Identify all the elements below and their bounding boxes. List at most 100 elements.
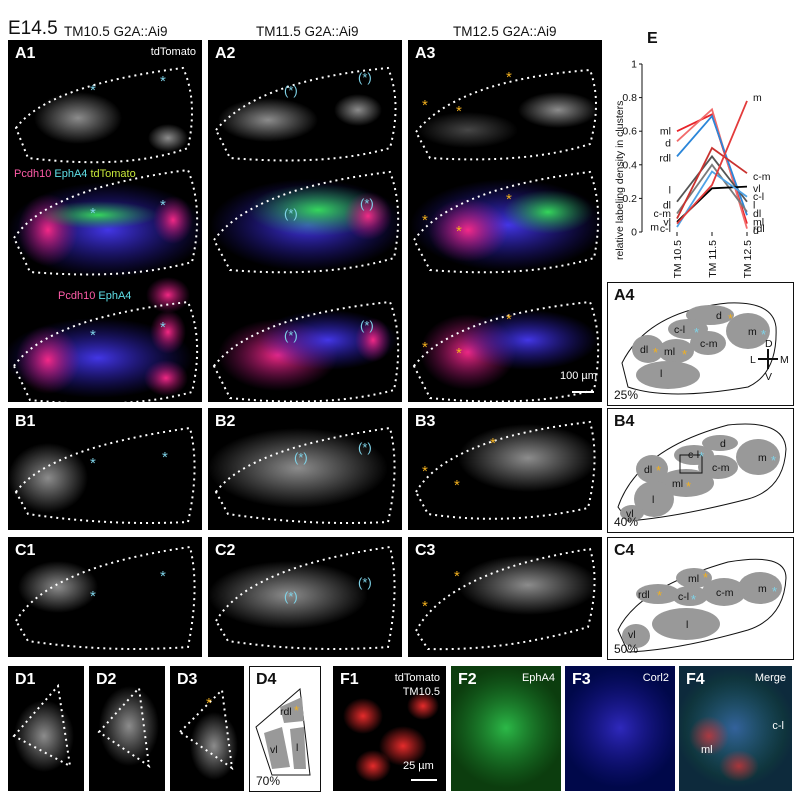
right-label-d: d: [753, 225, 759, 237]
svg-text:*: *: [206, 695, 212, 712]
svg-text:*: *: [90, 327, 96, 344]
panel-label-b4: B4: [614, 413, 635, 430]
left-label-vl: vl: [663, 216, 671, 228]
panel-d1-image: [12, 683, 74, 772]
panel-label-a4: A4: [614, 287, 635, 304]
c4-percent: 50%: [614, 642, 639, 656]
svg-text:*: *: [90, 205, 96, 222]
tag-pcdh10-b: Pcdh10: [58, 290, 96, 302]
panel-label-c2: C2: [215, 542, 236, 559]
tag-merge-a1: Pcdh10 EphA4 tdTomato: [14, 168, 136, 180]
orient-v: V: [765, 371, 772, 383]
svg-text:(*): (*): [360, 196, 374, 211]
panel-b2-image: (*) (*): [208, 426, 396, 524]
c4-cl: c-l: [678, 591, 689, 603]
b4-schematic: c-l d dl c-m m ml l vl * * * *: [617, 423, 787, 522]
y-tick-label: 0.4: [622, 159, 637, 171]
panel-f2-image: [451, 666, 561, 791]
a4-dl: dl: [640, 344, 648, 356]
svg-text:*: *: [422, 97, 428, 114]
tag-epha4: EphA4: [54, 168, 88, 180]
svg-text:*: *: [160, 319, 166, 336]
left-label-rdl: rdl: [659, 153, 671, 165]
right-label-c-l: c-l: [753, 191, 764, 203]
panel-a1: * * * * * * A1 tdTomato Pcdh10 EphA4 tdT…: [8, 40, 202, 402]
orient-l: L: [750, 354, 756, 366]
panel-a1-image: * * * * * *: [8, 66, 202, 402]
panel-d2-image: [97, 685, 159, 769]
b4-d: d: [720, 438, 726, 450]
svg-text:*: *: [653, 345, 658, 360]
left-label-dl: dl: [663, 200, 671, 212]
y-tick-label: 0.2: [622, 193, 637, 205]
left-label-d: d: [665, 137, 671, 149]
series-line-m: [676, 100, 748, 225]
panel-f1-image: [343, 692, 439, 782]
svg-text:*: *: [506, 69, 512, 86]
svg-text:*: *: [294, 703, 299, 718]
tag-tdtomato-green: tdTomato: [90, 168, 136, 180]
series-line-c-m: [676, 146, 748, 219]
svg-text:(*): (*): [284, 206, 298, 221]
panel-label-e: E: [647, 30, 658, 47]
svg-text:(*): (*): [294, 450, 308, 465]
svg-text:*: *: [691, 592, 696, 607]
a4-cm: c-m: [700, 338, 718, 350]
panel-f2: F2 EphA4: [451, 666, 561, 791]
svg-text:*: *: [682, 347, 687, 362]
svg-text:*: *: [454, 477, 460, 494]
orient-d: D: [765, 338, 773, 350]
b4-m: m: [758, 452, 767, 464]
series-line-rdl: [676, 114, 748, 216]
panel-c2: (*) (*) C2: [208, 537, 402, 657]
panel-label-f1: F1: [340, 671, 359, 688]
panel-label-f3: F3: [572, 671, 591, 688]
panel-label-d4: D4: [256, 671, 277, 688]
svg-text:*: *: [728, 311, 733, 326]
chart-e: relative labeling density in clusters 0 0…: [614, 59, 771, 279]
right-label-m: m: [753, 92, 762, 104]
b4-ml: ml: [672, 478, 683, 490]
panel-label-d2: D2: [96, 671, 117, 688]
panel-a3-image: * * * * * * * * *: [410, 68, 602, 402]
svg-text:(*): (*): [358, 575, 372, 590]
svg-text:*: *: [490, 435, 496, 452]
panel-label-b2: B2: [215, 413, 236, 430]
d4-rdl: rdl: [280, 706, 292, 718]
panel-f1: F1 tdTomato TM10.5 25 µm: [333, 666, 446, 791]
column-title-tm12: TM12.5 G2A::Ai9: [453, 24, 557, 39]
tag-epha4-b: EphA4: [98, 290, 132, 302]
panel-b4: c-l d dl c-m m ml l vl * * * * B4 40%: [607, 408, 794, 533]
x-tick-label: TM 11.5: [707, 240, 719, 278]
panel-d3-image: *: [178, 687, 238, 780]
panel-f3: F3 Corl2: [565, 666, 675, 791]
svg-text:(*): (*): [358, 440, 372, 455]
panel-c4: ml rdl c-l c-m m l vl * * * * C4 50%: [607, 537, 794, 660]
panel-label-b3: B3: [415, 413, 436, 430]
b4-percent: 40%: [614, 515, 639, 529]
svg-text:(*): (*): [284, 589, 298, 604]
panel-label-f4: F4: [686, 671, 705, 688]
panel-b2: (*) (*) B2: [208, 408, 402, 530]
f4-tag-ml: ml: [701, 744, 713, 756]
panel-c3: * * C3: [408, 537, 602, 657]
panel-label-f2: F2: [458, 671, 477, 688]
svg-text:*: *: [506, 191, 512, 208]
panel-label-a3: A3: [415, 45, 436, 62]
panel-d2: D2: [89, 666, 165, 791]
a4-percent: 25%: [614, 388, 639, 402]
panel-c1: * * C1: [8, 537, 202, 657]
stage-label: E14.5: [8, 18, 58, 39]
svg-text:(*): (*): [360, 318, 374, 333]
right-label-dl: dl: [753, 208, 761, 220]
panel-label-d3: D3: [177, 671, 198, 688]
panel-a4: d c-l m dl ml c-m l * * * * * D V L M A4…: [607, 282, 794, 406]
left-label-c-l: c-l: [660, 223, 671, 235]
y-tick-label: 0.6: [622, 126, 637, 138]
tag-tdtomato: tdTomato: [150, 46, 196, 58]
svg-text:*: *: [422, 212, 428, 229]
svg-text:*: *: [90, 588, 96, 605]
x-tick-label: TM 12.5: [742, 240, 754, 278]
panel-e: E relative labeling density in clusters …: [607, 28, 792, 278]
f2-tag-epha4: EphA4: [521, 672, 555, 684]
